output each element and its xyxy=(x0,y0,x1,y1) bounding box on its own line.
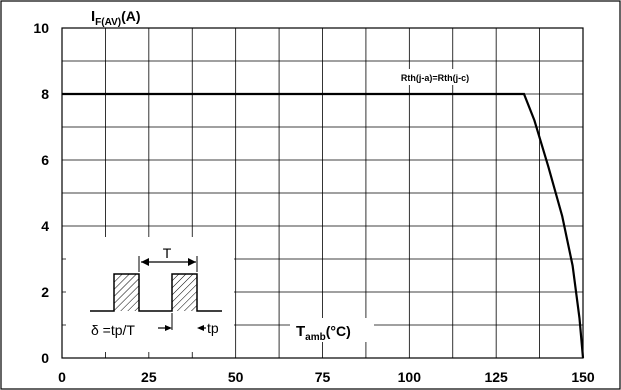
inset-box xyxy=(66,237,234,352)
series-line-rth xyxy=(62,92,585,359)
series-annotation-box xyxy=(388,69,482,85)
x-tick-label: 50 xyxy=(228,369,244,385)
duty-cycle-label: δ =tp/T xyxy=(91,322,135,338)
series-annotation: Rth(j-a)=Rth(j-c) xyxy=(401,73,469,83)
y-axis-label: IF(AV)(A) xyxy=(91,8,141,28)
period-arrow-head-left xyxy=(141,258,149,266)
pulse-2-hatch xyxy=(172,274,197,311)
x-tick-label: 150 xyxy=(571,369,595,385)
tp-label: tp xyxy=(207,320,219,336)
x-tick-label: 75 xyxy=(315,369,331,385)
pulse-1-hatch xyxy=(114,274,139,311)
x-axis-label: Tamb(°C) xyxy=(296,323,351,343)
period-label: T xyxy=(163,245,172,261)
y-tick-label: 4 xyxy=(41,218,49,234)
x-tick-label: 100 xyxy=(398,369,422,385)
y-tick-label: 10 xyxy=(33,20,49,36)
y-axis-label-box xyxy=(86,5,156,27)
period-arrow-head-right xyxy=(188,258,196,266)
tp-arrow-head-right xyxy=(197,325,204,331)
pulse-waveform xyxy=(90,273,222,312)
x-axis-label-box xyxy=(290,318,374,342)
y-tick-label: 8 xyxy=(41,86,49,102)
tp-arrow-head-left xyxy=(165,325,172,331)
x-tick-label: 125 xyxy=(484,369,508,385)
y-tick-label: 6 xyxy=(41,152,49,168)
x-tick-label: 25 xyxy=(141,369,157,385)
y-tick-label: 0 xyxy=(41,350,49,366)
tick-labels: 0 25 50 75 100 125 150 0 2 4 6 8 10 xyxy=(33,20,594,385)
y-tick-label: 2 xyxy=(41,284,49,300)
plot-area-border xyxy=(61,27,584,359)
x-tick-label: 0 xyxy=(58,369,66,385)
pulse-inset: T tp δ =tp/T xyxy=(66,237,234,352)
